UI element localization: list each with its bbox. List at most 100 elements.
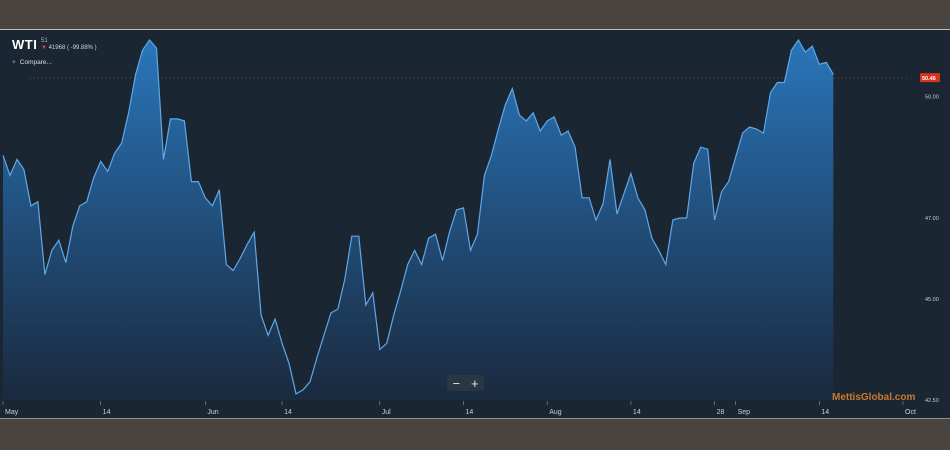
data-point [421,264,422,265]
data-point [575,147,576,148]
data-point [316,357,317,358]
price-chart[interactable]: May 14 Jun 14 Jul 14 Aug 14 28 Sep 14 Oct 50.00 47.0… [0,30,950,420]
data-point [156,48,157,49]
data-point [302,389,303,390]
data-point [833,74,834,75]
data-point [728,181,729,182]
x-tick-label: 14 [284,409,292,416]
data-point [79,205,80,206]
data-point [498,128,499,129]
data-point [191,181,192,182]
data-point [665,264,666,265]
data-point [791,50,792,51]
x-tick-label: Oct [905,409,916,416]
y-tick-label: 47.00 [925,216,939,222]
data-point [177,118,178,119]
x-tick-label: 14 [103,409,111,416]
data-point [749,126,750,127]
data-point [121,143,122,144]
data-point [826,62,827,63]
data-point [407,264,408,265]
data-point [337,308,338,309]
data-point [637,197,638,198]
watermark: MettisGlobal.com [832,392,916,403]
zoom-in-button[interactable]: + [470,375,479,391]
data-point [149,39,150,40]
y-tick-label: 45.00 [925,297,939,303]
data-point [275,319,276,320]
data-point [679,217,680,218]
price-line [2,38,834,395]
data-point [700,147,701,148]
x-tick-label: 14 [821,409,829,416]
data-point [484,175,485,176]
data-point [784,82,785,83]
data-point [358,236,359,237]
data-point [763,133,764,134]
data-point [428,238,429,239]
data-point [651,238,652,239]
data-point [23,169,24,170]
data-point [623,193,624,194]
x-tick-label: 14 [465,409,473,416]
data-point [247,244,248,245]
data-point [435,234,436,235]
data-point [714,219,715,220]
data-point [254,232,255,233]
data-point [658,250,659,251]
data-point [226,264,227,265]
data-point [547,120,548,121]
data-point [456,209,457,210]
data-point [198,181,199,182]
data-point [491,155,492,156]
x-tick-label: Jul [382,409,391,416]
x-tick-label: Aug [549,409,562,416]
data-point [30,205,31,206]
x-tick-label: May [5,409,19,416]
data-point [777,82,778,83]
data-point [463,207,464,208]
data-point [163,159,164,160]
data-point [170,118,171,119]
last-price-badge: 50.46 [920,73,940,83]
data-point [693,163,694,164]
data-point [51,250,52,251]
data-point [512,88,513,89]
data-point [582,197,583,198]
x-tick-label: Jun [207,409,218,416]
data-point [735,157,736,158]
data-point [644,209,645,210]
last-price-label: 50.46 [922,76,936,82]
zoom-out-button[interactable]: − [452,375,461,391]
data-point [295,393,296,394]
compare-label: Compare... [19,59,52,66]
data-point [9,175,10,176]
data-point [672,219,673,220]
data-point [400,290,401,291]
data-point [58,240,59,241]
data-point [533,112,534,113]
zoom-controls: − + [447,375,484,391]
data-point [289,363,290,364]
data-point [86,201,87,202]
data-point [330,312,331,313]
price-change-text: 41968 ( -99.88% ) [48,45,97,51]
data-point [449,232,450,233]
chart-panel: May 14 Jun 14 Jul 14 Aug 14 28 Sep 14 Oct 50.00 47.0… [0,29,950,419]
data-point [505,104,506,105]
price-small: 51 [41,38,48,44]
data-point [589,197,590,198]
data-point [233,270,234,271]
data-point [561,135,562,136]
data-point [107,171,108,172]
price-area [3,40,834,400]
compare-button[interactable]: + Compare... [12,59,52,66]
data-point [519,114,520,115]
data-point [44,274,45,275]
data-point [135,74,136,75]
data-point [268,335,269,336]
data-point [798,39,799,40]
down-arrow-icon: ▼ [41,45,47,51]
data-point [114,153,115,154]
data-point [442,260,443,261]
